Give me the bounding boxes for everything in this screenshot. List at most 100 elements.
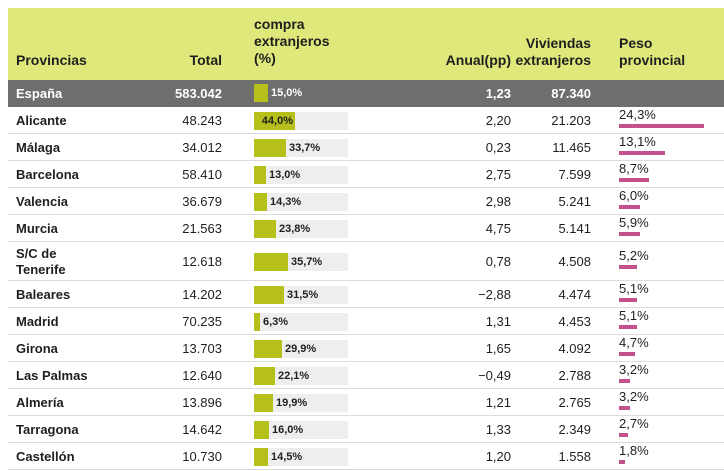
cell-anual: 0,23: [485, 140, 511, 155]
compra-bar-label: 31,5%: [287, 289, 319, 301]
total-compra-bar: 15,0%: [254, 84, 348, 102]
compra-bar-label: 23,8%: [279, 223, 311, 235]
cell-provincia: Madrid: [16, 314, 59, 329]
peso-bar: [619, 379, 630, 383]
compra-bar-label: 44,0%: [261, 115, 293, 127]
header-peso-line2: provincial: [619, 52, 686, 68]
compra-bar-label: 16,0%: [272, 424, 304, 436]
cell-viviendas: 4.508: [558, 254, 591, 269]
peso-bar: [619, 265, 637, 269]
table-row: Las Palmas 12.640 22,1% −0,49 2.788 3,2%: [8, 362, 724, 389]
header-viviendas-line2: extranjeros: [515, 52, 591, 68]
header-provincias: Provincias: [16, 52, 87, 68]
peso-label: 3,2%: [619, 362, 649, 377]
compra-bar: 13,0%: [254, 166, 348, 184]
header-peso: Peso provincial: [619, 35, 685, 69]
compra-bar: 19,9%: [254, 394, 348, 412]
cell-total: 36.679: [182, 194, 222, 209]
cell-anual: 1,21: [485, 395, 511, 410]
total-viviendas: 87.340: [551, 86, 591, 101]
cell-viviendas: 4.453: [558, 314, 591, 329]
compra-bar: 44,0%: [254, 112, 348, 130]
cell-anual: 2,75: [485, 167, 511, 182]
cell-viviendas: 4.092: [558, 341, 591, 356]
compra-bar: 35,7%: [254, 253, 348, 271]
table-row: Castellón 10.730 14,5% 1,20 1.558 1,8%: [8, 443, 724, 470]
cell-total: 21.563: [182, 221, 222, 236]
table-header: Provincias Total compra extranjeros (%) …: [8, 8, 724, 80]
cell-total: 14.202: [182, 287, 222, 302]
cell-total: 58.410: [182, 167, 222, 182]
compra-bar: 16,0%: [254, 421, 348, 439]
compra-bar-fill: [254, 286, 284, 304]
cell-anual: 1,31: [485, 314, 511, 329]
cell-provincia: S/C de Tenerife: [16, 246, 66, 278]
compra-bar-fill: [254, 193, 267, 211]
peso-bar: [619, 406, 630, 410]
peso-label: 5,9%: [619, 215, 649, 230]
table-row: S/C de Tenerife 12.618 35,7% 0,78 4.508 5,2%: [8, 242, 724, 281]
cell-total: 34.012: [182, 140, 222, 155]
peso-label: 6,0%: [619, 188, 649, 203]
cell-viviendas: 2.349: [558, 422, 591, 437]
peso-label: 5,2%: [619, 248, 649, 263]
peso-bar: [619, 178, 649, 182]
cell-anual: 0,78: [485, 254, 511, 269]
peso-bar: [619, 352, 635, 356]
compra-bar: 33,7%: [254, 139, 348, 157]
total-row: España 583.042 15,0% 1,23 87.340: [8, 80, 724, 107]
header-viviendas-line1: Viviendas: [525, 35, 591, 51]
compra-bar-fill: [254, 448, 268, 466]
compra-bar-label: 13,0%: [269, 169, 301, 181]
header-viviendas: Viviendas extranjeros: [516, 35, 591, 69]
cell-viviendas: 5.241: [558, 194, 591, 209]
peso-bar: [619, 232, 640, 236]
cell-anual: 4,75: [485, 221, 511, 236]
cell-total: 12.640: [182, 368, 222, 383]
cell-provincia: Baleares: [16, 287, 71, 302]
cell-total: 48.243: [182, 113, 222, 128]
table-row: Madrid 70.235 6,3% 1,31 4.453 5,1%: [8, 308, 724, 335]
cell-anual: −0,49: [478, 368, 511, 383]
cell-anual: −2,88: [478, 287, 511, 302]
peso-bar: [619, 433, 628, 437]
compra-bar-fill: [254, 340, 282, 358]
table-row: Valencia 36.679 14,3% 2,98 5.241 6,0%: [8, 188, 724, 215]
total-compra-label: 15,0%: [271, 87, 303, 99]
compra-bar-fill: [254, 220, 276, 238]
peso-label: 8,7%: [619, 161, 649, 176]
cell-viviendas: 2.765: [558, 395, 591, 410]
total-anual: 1,23: [485, 86, 511, 101]
peso-label: 24,3%: [619, 107, 656, 122]
compra-bar: 14,3%: [254, 193, 348, 211]
compra-bar: 29,9%: [254, 340, 348, 358]
compra-bar: 31,5%: [254, 286, 348, 304]
cell-provincia: Almería: [16, 395, 64, 410]
cell-anual: 2,20: [485, 113, 511, 128]
cell-viviendas: 7.599: [558, 167, 591, 182]
table-row: Murcia 21.563 23,8% 4,75 5.141 5,9%: [8, 215, 724, 242]
peso-bar: [619, 460, 625, 464]
header-total: Total: [189, 52, 222, 68]
header-anual: Anual(pp): [445, 52, 511, 68]
total-value: 583.042: [175, 86, 222, 101]
peso-bar: [619, 205, 640, 209]
cell-provincia: Las Palmas: [16, 368, 88, 383]
cell-provincia: Tarragona: [16, 422, 79, 437]
compra-bar: 14,5%: [254, 448, 348, 466]
peso-label: 1,8%: [619, 443, 649, 458]
header-peso-line1: Peso: [619, 35, 653, 51]
cell-viviendas: 4.474: [558, 287, 591, 302]
cell-viviendas: 11.465: [552, 140, 591, 155]
header-compra-line1: compra: [254, 16, 305, 32]
cell-provincia: Murcia: [16, 221, 58, 236]
table-row: Almería 13.896 19,9% 1,21 2.765 3,2%: [8, 389, 724, 416]
cell-total: 13.703: [182, 341, 222, 356]
cell-total: 13.896: [182, 395, 222, 410]
compra-bar-label: 14,3%: [270, 196, 302, 208]
compra-bar-label: 35,7%: [291, 256, 323, 268]
cell-provincia-line2: Tenerife: [16, 262, 66, 277]
compra-bar-fill: [254, 112, 295, 130]
cell-anual: 1,33: [485, 422, 511, 437]
